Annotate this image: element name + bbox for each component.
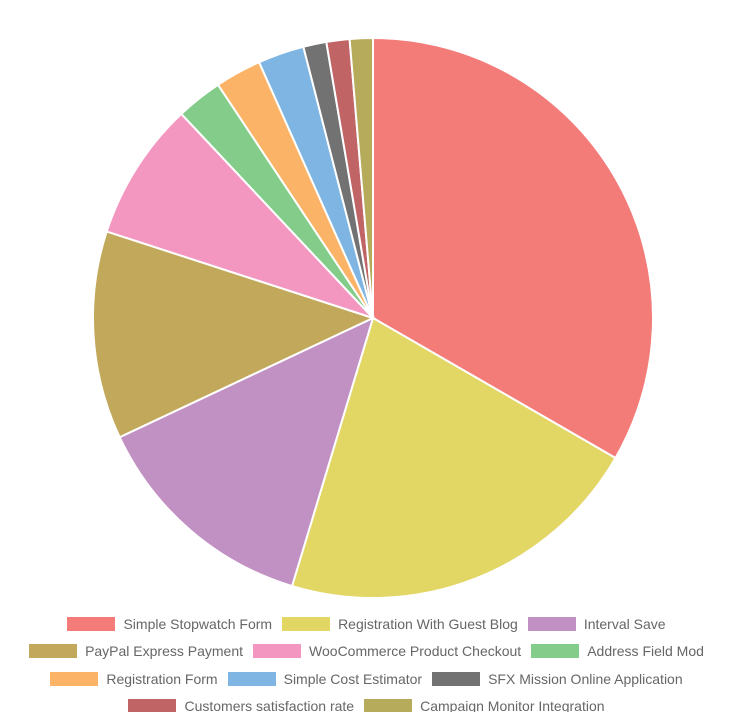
legend-swatch (527, 616, 576, 631)
legend: Simple Stopwatch Form Registration With G… (0, 610, 733, 712)
legend-label: Simple Stopwatch Form (123, 615, 273, 632)
legend-item[interactable]: Registration With Guest Blog (282, 616, 518, 632)
legend-swatch (432, 671, 481, 686)
legend-label: SFX Mission Online Application (488, 670, 683, 687)
legend-item[interactable]: WooCommerce Product Checkout (253, 643, 521, 659)
legend-swatch (282, 616, 331, 631)
pie-slice (105, 112, 374, 319)
legend-item[interactable]: Customers satisfaction rate (128, 698, 354, 712)
legend-swatch (50, 671, 99, 686)
legend-row: Customers satisfaction rate Campaign Moni… (0, 693, 733, 712)
legend-swatch (531, 644, 580, 659)
legend-label: Campaign Monitor Integration (420, 698, 605, 712)
legend-item[interactable]: PayPal Express Payment (29, 643, 243, 659)
legend-item[interactable]: Registration Form (50, 670, 218, 687)
legend-row: Simple Stopwatch Form Registration With G… (0, 610, 733, 638)
legend-row: PayPal Express Payment WooCommerce Produc… (0, 638, 733, 666)
pie-slice (372, 36, 654, 460)
legend-label: WooCommerce Product Checkout (309, 643, 522, 660)
legend-label: Address Field Mod (587, 643, 704, 660)
legend-label: Registration Form (106, 670, 218, 687)
legend-label: Simple Cost Estimator (283, 670, 423, 687)
legend-item[interactable]: Address Field Mod (531, 643, 704, 659)
legend-swatch (128, 699, 177, 712)
legend-label: PayPal Express Payment (85, 643, 244, 660)
legend-swatch (227, 671, 276, 686)
legend-item[interactable]: Campaign Monitor Integration (364, 698, 605, 712)
pie-slice (290, 316, 617, 599)
chart (92, 36, 654, 599)
pie-slice (92, 230, 376, 439)
legend-item[interactable]: Simple Stopwatch Form (67, 616, 272, 632)
legend-item[interactable]: SFX Mission Online Application (432, 671, 683, 687)
legend-label: Registration With Guest Blog (338, 615, 518, 632)
legend-item[interactable]: Interval Save (527, 615, 666, 632)
pie-slice (348, 36, 374, 319)
legend-item[interactable]: Simple Cost Estimator (227, 670, 423, 687)
pie-slice (118, 316, 375, 588)
legend-swatch (364, 699, 413, 712)
legend-label: Interval Save (583, 615, 666, 632)
legend-swatch (29, 644, 78, 659)
legend-swatch (67, 616, 116, 631)
legend-swatch (253, 644, 302, 659)
legend-label: Customers satisfaction rate (184, 698, 355, 712)
legend-row: Registration Form Simple Cost Estimator SF… (0, 665, 733, 693)
